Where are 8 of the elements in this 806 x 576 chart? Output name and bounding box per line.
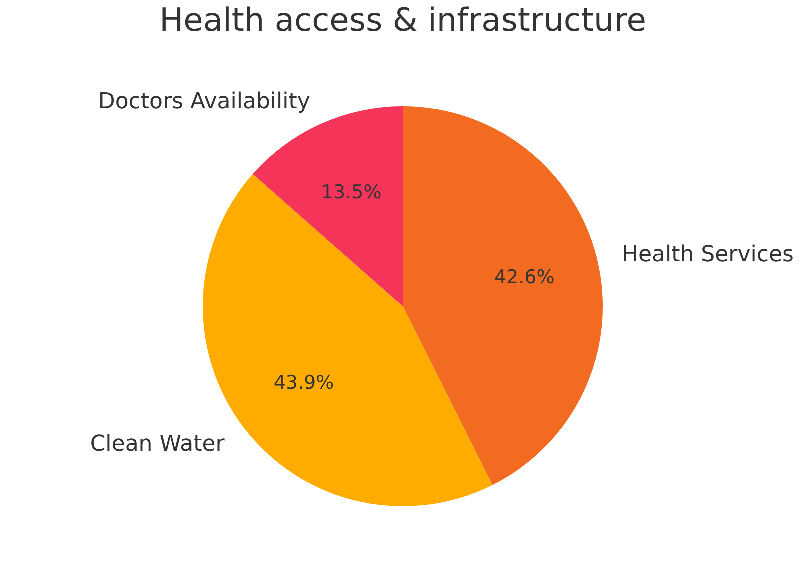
pie-slice [403, 106, 603, 486]
data-label: 43.9% [274, 372, 334, 394]
slice-label: Health Services [622, 242, 794, 268]
slice-label: Doctors Availability [98, 89, 310, 114]
chart-title: Health access & infrastructure [160, 1, 646, 39]
data-label: 42.6% [494, 266, 555, 289]
data-label: 13.5% [321, 182, 382, 204]
slice-label: Clean Water [90, 432, 226, 457]
